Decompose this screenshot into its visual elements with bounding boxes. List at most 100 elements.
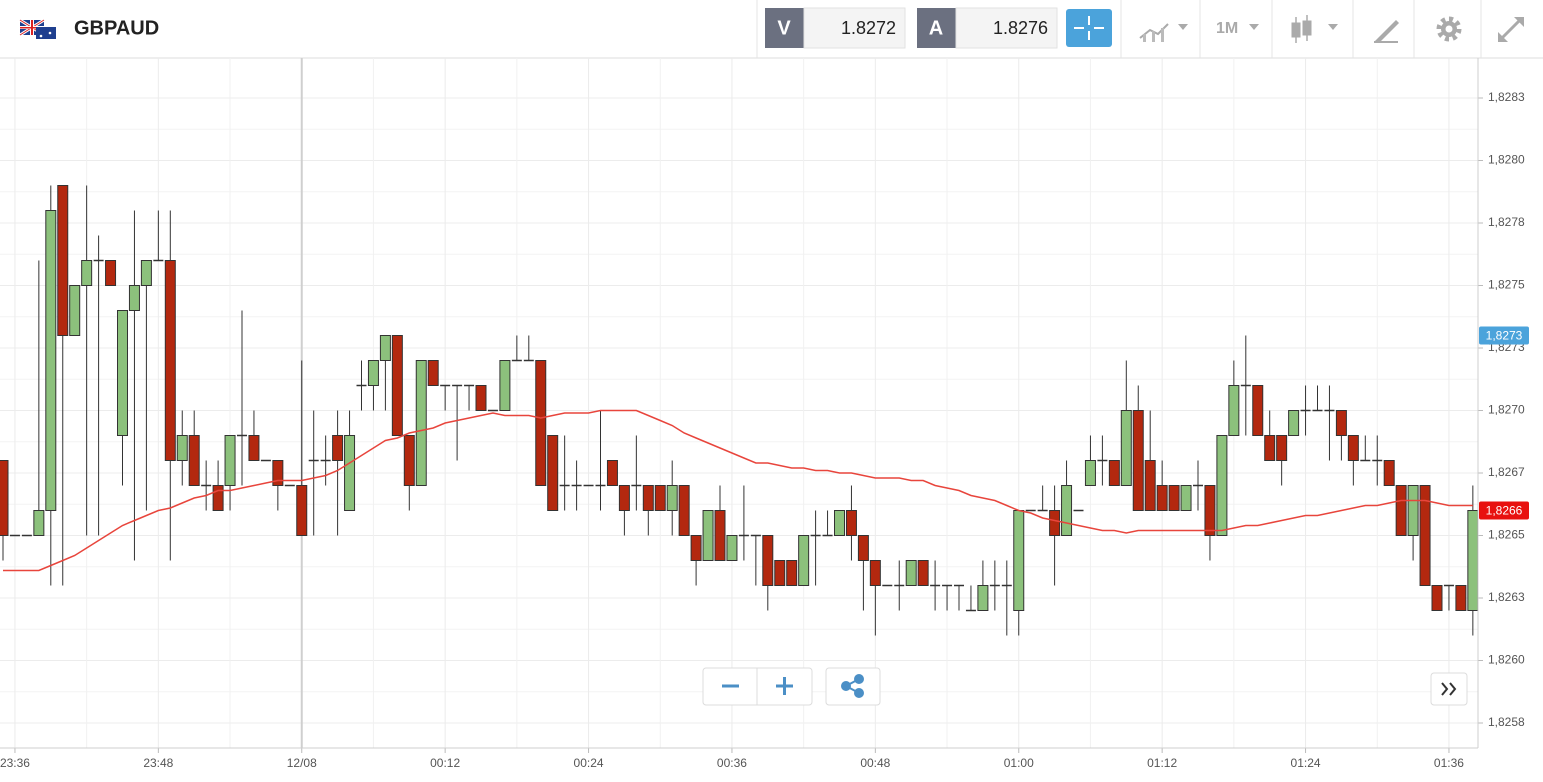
y-tick-label: 1,8275 — [1488, 278, 1525, 292]
price-marker — [1479, 326, 1529, 345]
candle-body — [1288, 410, 1300, 436]
timeframe[interactable]: 1M — [1216, 20, 1238, 37]
candle-body — [296, 485, 308, 536]
candle-body — [367, 360, 379, 386]
x-tick-label: 01:36 — [1434, 756, 1464, 770]
x-tick-label: 23:36 — [0, 756, 30, 770]
candle-body — [869, 560, 881, 586]
scroll-latest-button[interactable] — [1430, 672, 1468, 706]
candle-body — [1120, 410, 1132, 486]
x-tick-label: 01:24 — [1291, 756, 1321, 770]
candle-body — [1156, 485, 1168, 511]
chevron — [1449, 682, 1457, 696]
y-tick-label: 1,8265 — [1488, 528, 1525, 542]
share-icon — [841, 674, 864, 698]
candle-body — [678, 485, 690, 536]
candle-body — [1276, 435, 1288, 461]
candle-body — [391, 335, 403, 436]
y-tick-label: 1,8283 — [1488, 90, 1525, 104]
candle-body — [105, 260, 117, 286]
candle-body — [0, 460, 9, 536]
candle-body — [1144, 460, 1156, 511]
chevron — [1441, 682, 1449, 696]
candle-body — [1049, 510, 1061, 536]
buy-price: 1.8276 — [993, 18, 1048, 38]
candle-body — [845, 510, 857, 536]
buy-label-box[interactable] — [917, 8, 956, 48]
candle-body — [606, 460, 618, 486]
candle-body — [535, 360, 547, 486]
x-tick-label: 01:12 — [1147, 756, 1177, 770]
candle-body — [762, 535, 774, 586]
x-tick-label: 23:48 — [143, 756, 173, 770]
price-marker-label: 1,8266 — [1486, 504, 1523, 518]
candle-body — [427, 360, 439, 386]
candle-body — [654, 485, 666, 511]
candle-body — [1347, 435, 1359, 461]
candle-body — [798, 535, 810, 586]
candle-body — [33, 510, 45, 536]
x-tick-label: 01:00 — [1004, 756, 1034, 770]
price-marker-label: 1,8273 — [1486, 329, 1523, 343]
candle-body — [1108, 460, 1120, 486]
candle-body — [224, 435, 236, 486]
crosshair-button[interactable] — [1066, 9, 1112, 47]
candle-body — [1455, 585, 1467, 611]
candle-body — [1431, 585, 1443, 611]
y-tick-label: 1,8278 — [1488, 215, 1525, 229]
candle-body — [499, 360, 511, 411]
candle-body — [666, 485, 678, 511]
candle-body — [774, 560, 786, 586]
candle-body — [1407, 485, 1419, 536]
candle-style-button[interactable] — [1291, 15, 1338, 43]
candle-body — [403, 435, 415, 486]
y-tick-label: 1,8280 — [1488, 153, 1525, 167]
candle-body — [1168, 485, 1180, 511]
buy-label: A — [929, 17, 943, 39]
x-tick-label: 00:48 — [860, 756, 890, 770]
candle-body — [379, 335, 391, 361]
candle-body — [45, 210, 57, 511]
candle-body — [1084, 460, 1096, 486]
fullscreen-button[interactable] — [1498, 17, 1524, 42]
candle-body — [415, 360, 427, 486]
zoom-in-button[interactable] — [776, 677, 793, 695]
candle-body — [905, 560, 917, 586]
candle-body — [1252, 385, 1264, 436]
moving-average-line — [3, 409, 1473, 572]
chart-type-button[interactable] — [1139, 23, 1188, 42]
share-button[interactable] — [825, 667, 881, 706]
candle-body — [176, 435, 188, 461]
sell-label: V — [777, 17, 791, 39]
candle-body — [188, 435, 200, 486]
flag-icon — [19, 18, 56, 39]
candle-body — [1383, 460, 1395, 486]
candle-body — [1216, 435, 1228, 536]
sell-label-box[interactable] — [765, 8, 804, 48]
drawing-tools-button[interactable] — [1374, 20, 1399, 43]
candle-body — [212, 485, 224, 511]
candle-body — [272, 460, 284, 486]
candle-body — [1132, 410, 1144, 511]
candle-body — [81, 260, 93, 286]
candle-body — [475, 385, 487, 411]
candle-body — [1061, 485, 1073, 536]
candle-body — [690, 535, 702, 561]
candle-body — [140, 260, 152, 286]
candle-body — [857, 535, 869, 561]
x-tick-label: 12/08 — [287, 756, 317, 770]
candle-body — [786, 560, 798, 586]
y-tick-label: 1,8267 — [1488, 465, 1525, 479]
x-tick-label: 00:24 — [574, 756, 604, 770]
candle-body — [1395, 485, 1407, 536]
buy-price-box[interactable] — [955, 7, 1058, 49]
candle-body — [702, 510, 714, 561]
candle-body — [332, 435, 344, 461]
candle-body — [1467, 510, 1479, 611]
sell-price-box[interactable] — [803, 7, 906, 49]
candle-body — [834, 510, 845, 536]
y-tick-label: 1,8263 — [1488, 590, 1525, 604]
candle-body — [1180, 485, 1192, 511]
settings-button[interactable] — [1436, 16, 1462, 42]
